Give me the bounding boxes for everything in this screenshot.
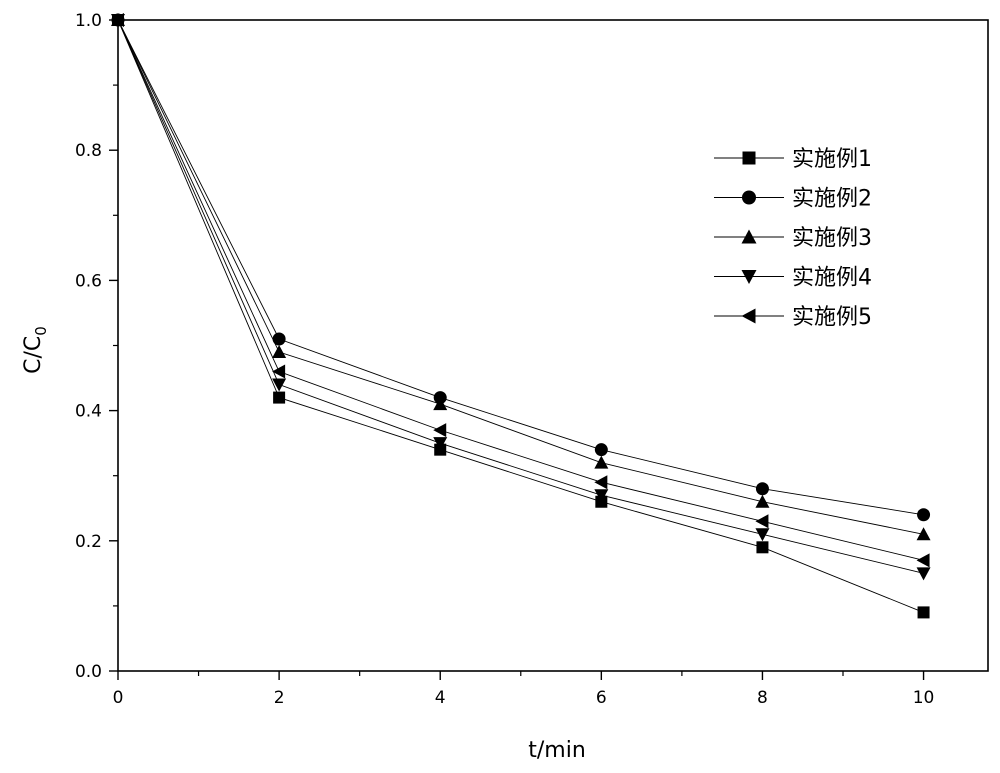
data-point <box>756 541 769 554</box>
y-tick-label: 0.2 <box>75 532 102 552</box>
x-tick-label: 6 <box>596 688 607 708</box>
data-point <box>433 423 447 438</box>
y-tick-label: 0.6 <box>75 271 102 291</box>
data-point <box>916 553 930 568</box>
x-tick-label: 0 <box>113 688 124 708</box>
plot-area <box>117 19 989 672</box>
legend: 实施例1 实施例2 实施例3 实施例4 实施例5 <box>714 147 872 330</box>
legend-marker <box>742 190 756 205</box>
series-line <box>117 19 924 574</box>
legend-item: 实施例5 <box>714 305 872 330</box>
x-tick-label: 4 <box>435 688 446 708</box>
series-line <box>117 19 924 535</box>
data-point <box>272 378 287 392</box>
series-4 <box>111 14 931 581</box>
legend-marker <box>741 229 757 244</box>
data-point <box>111 13 124 27</box>
data-point <box>272 364 286 379</box>
x-tick-label: 2 <box>274 688 285 708</box>
legend-item: 实施例4 <box>714 266 872 291</box>
data-point <box>594 475 608 490</box>
data-point <box>272 345 287 359</box>
legend-item: 实施例3 <box>714 226 872 251</box>
data-point <box>273 391 286 404</box>
y-axis-title-main: C/C <box>21 336 46 374</box>
x-tick-label: 10 <box>913 688 935 708</box>
legend-item: 实施例2 <box>714 187 872 212</box>
data-point <box>594 489 609 503</box>
y-axis: 0.0 0.2 0.4 0.6 0.8 1.0 <box>75 11 118 682</box>
data-point <box>755 528 770 542</box>
legend-item: 实施例1 <box>714 147 872 172</box>
y-tick-label: 1.0 <box>75 11 102 31</box>
y-tick-label: 0.4 <box>75 402 102 422</box>
x-axis-title: t/min <box>528 738 586 763</box>
legend-label: 实施例5 <box>792 305 872 330</box>
x-axis: 0 2 4 6 8 10 <box>113 671 935 708</box>
legend-marker <box>742 151 756 165</box>
data-point <box>433 397 448 411</box>
y-tick-label: 0.8 <box>75 141 102 161</box>
series-line <box>117 19 924 613</box>
data-point <box>917 606 930 619</box>
data-point <box>272 332 286 346</box>
data-point <box>755 494 770 508</box>
y-axis-title-sub: 0 <box>32 326 50 336</box>
legend-label: 实施例3 <box>792 226 872 251</box>
legend-label: 实施例1 <box>792 147 872 172</box>
legend-marker <box>741 308 756 324</box>
series-line <box>117 19 924 516</box>
legend-marker <box>741 270 757 284</box>
series-layer <box>111 13 931 619</box>
series-2 <box>111 13 931 522</box>
y-axis-title: C/C0 <box>21 326 50 374</box>
plot-frame-border <box>117 19 989 672</box>
data-point <box>917 508 931 522</box>
data-point <box>433 437 448 451</box>
legend-label: 实施例2 <box>792 187 872 212</box>
data-point <box>916 527 931 541</box>
data-point <box>755 482 769 496</box>
data-point <box>755 514 769 529</box>
data-point <box>916 567 931 581</box>
series-5 <box>111 13 930 568</box>
legend-label: 实施例4 <box>792 266 872 291</box>
series-line <box>117 19 924 561</box>
data-point <box>594 455 609 469</box>
y-tick-label: 0.0 <box>75 662 102 682</box>
x-tick-label: 8 <box>757 688 768 708</box>
data-point <box>594 443 608 457</box>
